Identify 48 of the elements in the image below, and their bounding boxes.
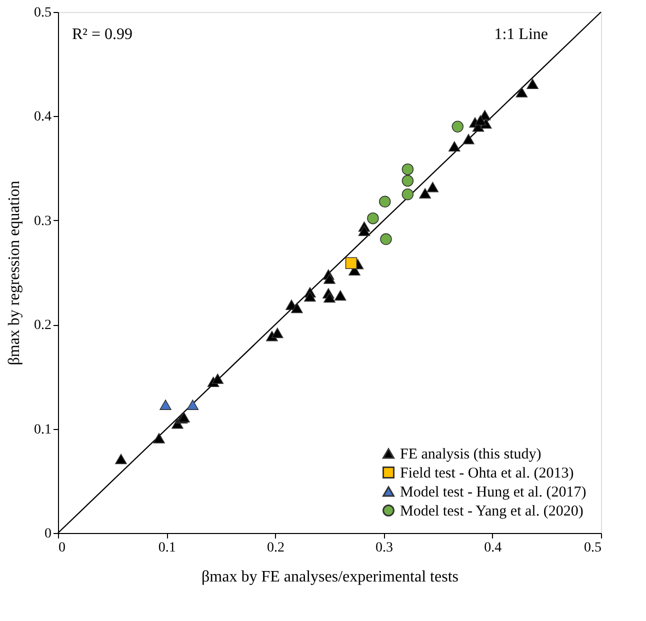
legend-label: Model test - Yang et al. (2020) bbox=[400, 504, 584, 520]
point bbox=[380, 233, 392, 246]
y-tick-label: 0.4 bbox=[34, 110, 52, 125]
x-tick-label: 0 bbox=[58, 540, 66, 556]
point bbox=[186, 400, 199, 410]
point bbox=[452, 120, 464, 132]
point bbox=[402, 188, 414, 200]
point bbox=[345, 257, 358, 269]
legend-label: Field test - Ohta et al. (2013) bbox=[400, 466, 574, 482]
point bbox=[367, 212, 379, 224]
point bbox=[178, 412, 190, 422]
x-tick-label: 0.1 bbox=[158, 540, 176, 556]
y-axis-title: βmax by regression equation bbox=[6, 180, 23, 366]
point bbox=[402, 163, 414, 176]
point bbox=[402, 174, 414, 187]
point bbox=[324, 292, 336, 303]
point bbox=[271, 328, 284, 338]
x-tick-label: 0.3 bbox=[376, 540, 394, 556]
point bbox=[419, 188, 431, 198]
x-tick-label: 0.4 bbox=[484, 540, 502, 556]
legend-label: FE analysis (this study) bbox=[400, 446, 542, 462]
point bbox=[334, 290, 346, 301]
y-tick-label: 0 bbox=[44, 526, 52, 542]
point bbox=[462, 134, 474, 144]
point bbox=[474, 115, 486, 126]
point bbox=[291, 302, 303, 314]
annotation: 1:1 Line bbox=[494, 26, 548, 43]
point bbox=[516, 87, 528, 98]
point bbox=[526, 78, 538, 90]
point bbox=[358, 226, 370, 236]
annotation: R² = 0.99 bbox=[72, 26, 132, 43]
point bbox=[115, 454, 127, 464]
point bbox=[324, 274, 336, 284]
x-tick-label: 0.2 bbox=[266, 540, 284, 556]
point bbox=[153, 433, 165, 444]
x-axis-title: βmax by FE analyses/experimental tests bbox=[202, 568, 458, 586]
point bbox=[448, 141, 460, 152]
legend-label: Model test - Hung et al. (2017) bbox=[400, 484, 586, 500]
point bbox=[379, 196, 391, 208]
point bbox=[426, 182, 439, 192]
point bbox=[304, 291, 316, 302]
y-tick-label: 0.2 bbox=[34, 318, 52, 334]
y-tick-label: 0.3 bbox=[34, 214, 52, 229]
point bbox=[160, 400, 172, 410]
y-tick-label: 0.1 bbox=[34, 422, 52, 438]
y-tick-label: 0.5 bbox=[34, 6, 52, 20]
point bbox=[212, 374, 224, 384]
x-tick-label: 0.5 bbox=[584, 540, 602, 556]
